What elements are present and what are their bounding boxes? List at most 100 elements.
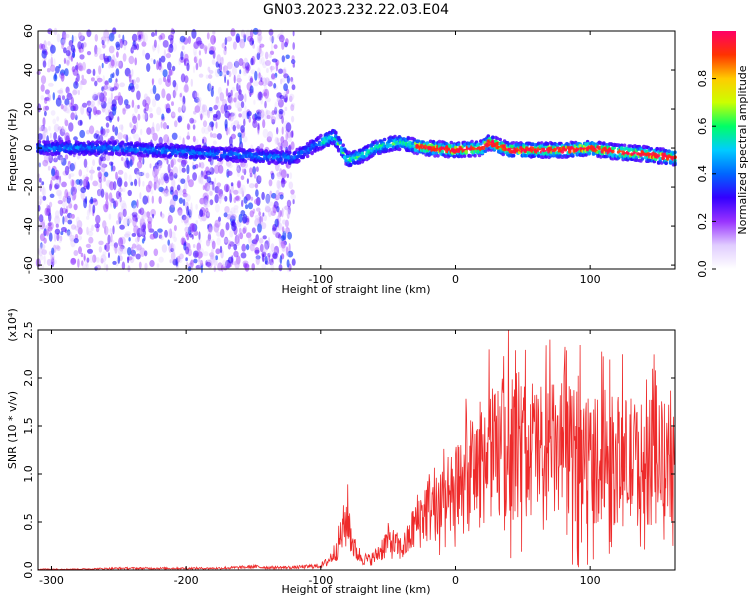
spectrogram-cell bbox=[103, 171, 109, 177]
spectrogram-cell bbox=[278, 108, 284, 115]
spectrogram-cell bbox=[199, 174, 204, 183]
spectrogram-cell bbox=[163, 190, 169, 197]
spectrogram-cell bbox=[70, 44, 76, 53]
spectrogram-cell bbox=[191, 263, 194, 273]
spectrogram-cell bbox=[207, 83, 212, 92]
spectrogram-cell bbox=[225, 157, 230, 162]
spectrogram-cell bbox=[230, 89, 233, 97]
spectrogram-cell bbox=[283, 95, 288, 103]
spectrogram-cell bbox=[240, 155, 245, 159]
spectrogram-cell bbox=[198, 259, 202, 267]
spectrogram-cell bbox=[180, 51, 184, 61]
spectrogram-cell bbox=[71, 179, 75, 188]
spectrogram-cell bbox=[81, 74, 84, 80]
spectrogram-cell bbox=[201, 126, 206, 134]
spectrogram-cell bbox=[236, 180, 242, 189]
spectrogram-cell bbox=[105, 115, 112, 121]
spectrogram-cell bbox=[79, 83, 83, 91]
spectrogram-cell bbox=[253, 183, 259, 188]
spectrogram-cell bbox=[38, 247, 43, 257]
spectrogram-cell bbox=[491, 139, 495, 144]
spectrogram-cell bbox=[237, 132, 242, 138]
spectrogram-cell bbox=[213, 104, 218, 110]
spectrogram-cell bbox=[142, 49, 146, 57]
spectrogram-cell bbox=[214, 177, 217, 185]
x-tick-label: -300 bbox=[39, 273, 64, 286]
spectrogram-cell bbox=[322, 144, 326, 149]
spectrogram-cell bbox=[240, 186, 244, 197]
spectrogram-cell bbox=[245, 244, 250, 251]
spectrogram-cell bbox=[60, 231, 64, 236]
spectrogram-cell bbox=[131, 69, 134, 77]
spectrogram-cell bbox=[38, 195, 43, 201]
spectrogram-cell bbox=[43, 126, 48, 133]
spectrogram-cell bbox=[295, 147, 300, 152]
spectrogram-cell bbox=[61, 157, 67, 166]
spectrogram-cell bbox=[224, 206, 230, 214]
snr-scale-note: (x10⁴) bbox=[6, 308, 19, 342]
spectrogram-cell bbox=[186, 123, 190, 130]
spectrogram-cell bbox=[39, 255, 44, 261]
spectrogram-cell bbox=[271, 110, 275, 116]
spectrogram-cell bbox=[284, 219, 289, 228]
spectrogram-cell bbox=[204, 174, 209, 180]
spectrogram-cell bbox=[235, 196, 240, 201]
spectrogram-cell bbox=[72, 191, 76, 201]
y-tick-label: 60 bbox=[22, 24, 35, 38]
spectrogram-cell bbox=[114, 245, 118, 254]
spectrogram-cell bbox=[237, 233, 241, 243]
spectrogram-cell bbox=[77, 89, 80, 96]
spectrogram-cell bbox=[74, 114, 78, 121]
spectrogram-cell bbox=[52, 118, 57, 125]
spectrogram-cell bbox=[70, 185, 77, 195]
spectrogram-cell bbox=[233, 208, 239, 214]
spectrogram-cell bbox=[101, 44, 107, 49]
spectrogram-cell bbox=[88, 102, 91, 112]
spectrogram-cell bbox=[132, 115, 138, 125]
spectrogram-cell bbox=[173, 225, 177, 232]
spectrogram-cell bbox=[178, 58, 181, 66]
spectrogram-cell bbox=[80, 104, 85, 115]
spectrogram-cell bbox=[167, 239, 170, 246]
spectrogram-cell bbox=[219, 245, 223, 254]
spectrogram-cell bbox=[258, 80, 264, 86]
spectrogram-cell bbox=[125, 216, 131, 224]
spectrogram-cell bbox=[101, 128, 106, 136]
spectrogram-cell bbox=[264, 204, 270, 210]
spectrogram-cell bbox=[649, 147, 654, 151]
spectrogram-cell bbox=[117, 116, 120, 122]
spectrogram-cell bbox=[119, 196, 122, 203]
spectrogram-cell bbox=[443, 154, 448, 159]
spectrogram-cell bbox=[341, 143, 346, 147]
spectrogram-cell bbox=[113, 242, 118, 249]
spectrogram-cell bbox=[256, 45, 260, 54]
spectrogram-cell bbox=[132, 129, 136, 140]
spectrogram-cell bbox=[251, 227, 256, 234]
spectrogram-cell bbox=[99, 180, 102, 191]
spectrogram-cell bbox=[169, 171, 174, 181]
spectrogram-cell bbox=[121, 246, 128, 255]
spectrogram-cell bbox=[270, 111, 273, 121]
spectrogram-cell bbox=[109, 181, 115, 191]
spectrogram-cell bbox=[131, 44, 137, 50]
spectrogram-cell bbox=[92, 198, 97, 203]
spectrogram-cell bbox=[287, 136, 292, 143]
colorbar-label: Normalized spectral amplitude bbox=[736, 65, 749, 234]
spectrogram-cell bbox=[40, 242, 43, 249]
spectrogram-cell bbox=[264, 77, 270, 86]
spectrogram-cell bbox=[101, 161, 106, 168]
spectrogram-cell bbox=[202, 185, 206, 191]
spectrogram-cell bbox=[231, 86, 236, 92]
spectrogram-cell bbox=[292, 62, 295, 68]
spectrogram-cell bbox=[160, 33, 166, 40]
spectrogram-cell bbox=[445, 142, 449, 146]
spectrogram-cell bbox=[73, 136, 78, 141]
x-tick-label: 0 bbox=[452, 273, 459, 286]
spectrogram-cell bbox=[109, 198, 113, 208]
spectrogram-cell bbox=[167, 136, 170, 146]
spectrogram-cell bbox=[202, 120, 208, 128]
spectrogram-cell bbox=[225, 155, 230, 159]
spectrogram-cell bbox=[171, 29, 175, 35]
spectrogram-cell bbox=[261, 215, 264, 223]
spectrogram-cell bbox=[108, 32, 115, 42]
